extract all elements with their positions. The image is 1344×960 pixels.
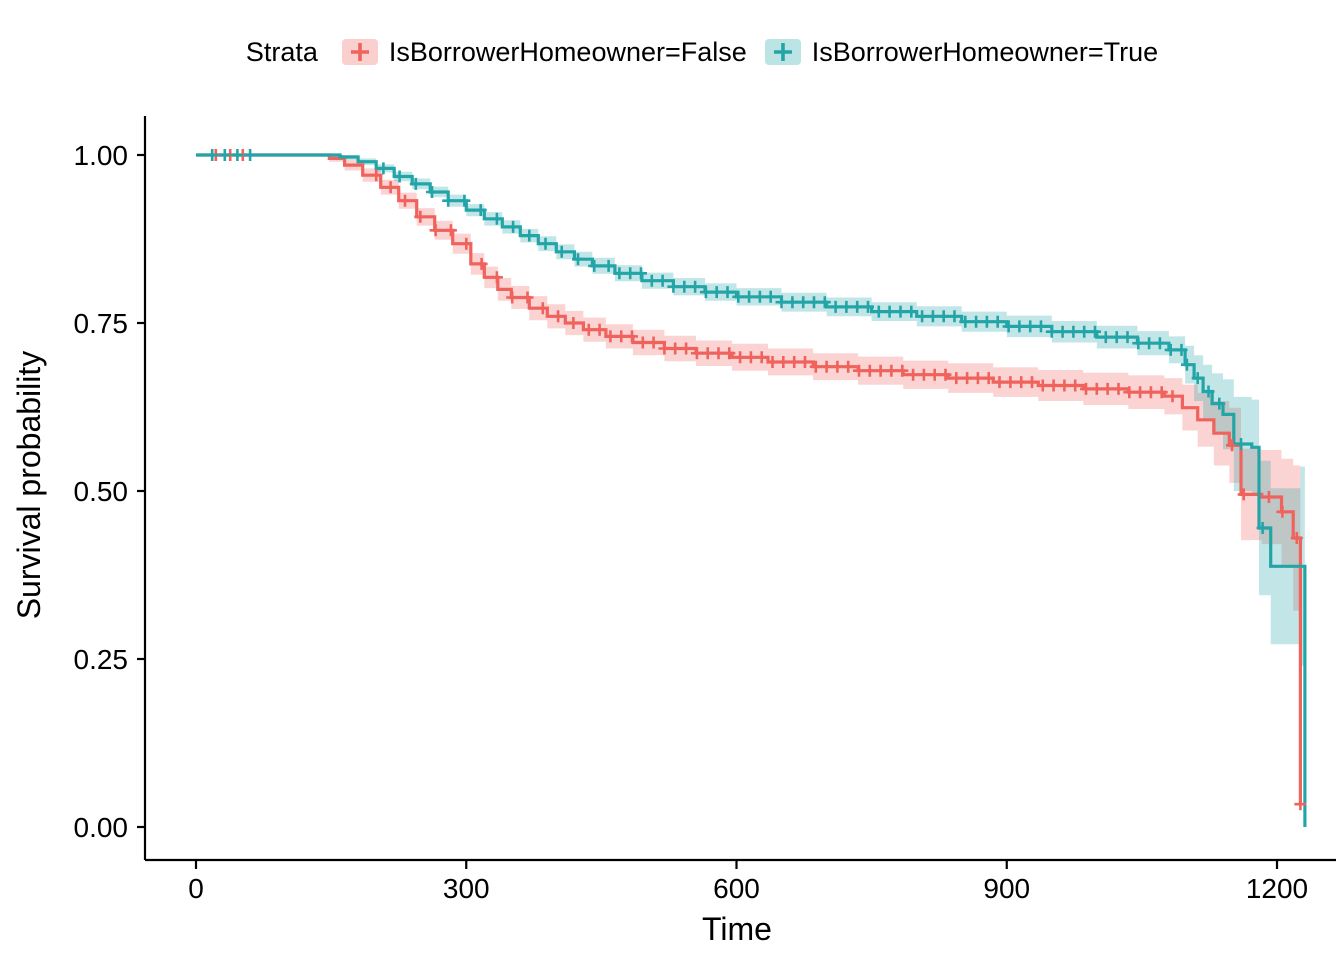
y-tick-label: 0.50 bbox=[74, 476, 129, 507]
y-tick-label: 1.00 bbox=[74, 140, 129, 171]
x-axis-title: Time bbox=[702, 911, 772, 947]
y-tick-label: 0.00 bbox=[74, 812, 129, 843]
confidence-band-0 bbox=[196, 155, 1301, 827]
survival-step-lines bbox=[196, 153, 1307, 827]
legend-item-homeowner-true: IsBorrowerHomeowner=True bbox=[763, 36, 1158, 68]
legend-label-false: IsBorrowerHomeowner=False bbox=[388, 36, 747, 67]
y-tick-label: 0.75 bbox=[74, 308, 129, 339]
x-tick-label: 0 bbox=[188, 873, 204, 904]
legend-label-true: IsBorrowerHomeowner=True bbox=[811, 36, 1159, 67]
x-tick-label: 1200 bbox=[1246, 873, 1308, 904]
legend: Strata IsBorrowerHomeowner=False IsBorro… bbox=[0, 36, 1344, 68]
survival-line-1 bbox=[196, 153, 1307, 827]
x-tick-label: 300 bbox=[443, 873, 490, 904]
chart-layer: 0 300 600 900 1200 0.00 0.25 0.50 0.75 1.00 bbox=[74, 116, 1336, 904]
censor-marks bbox=[206, 149, 1307, 811]
confidence-band-1 bbox=[196, 155, 1305, 827]
confidence-bands bbox=[196, 155, 1305, 827]
axes: 0 300 600 900 1200 0.00 0.25 0.50 0.75 1.00 bbox=[74, 116, 1336, 904]
legend-title: Strata bbox=[245, 36, 318, 67]
legend-key-false-icon bbox=[341, 39, 378, 65]
survival-line-0 bbox=[196, 153, 1302, 805]
x-tick-label: 600 bbox=[713, 873, 760, 904]
legend-item-homeowner-false: IsBorrowerHomeowner=False bbox=[340, 36, 747, 68]
legend-key-true-icon bbox=[764, 39, 801, 65]
y-tick-label: 0.25 bbox=[74, 644, 129, 675]
censor-marks-0 bbox=[209, 149, 1307, 811]
y-axis-title: Survival probability bbox=[11, 351, 47, 620]
x-tick-label: 900 bbox=[983, 873, 1030, 904]
censor-marks-1 bbox=[206, 149, 1269, 534]
